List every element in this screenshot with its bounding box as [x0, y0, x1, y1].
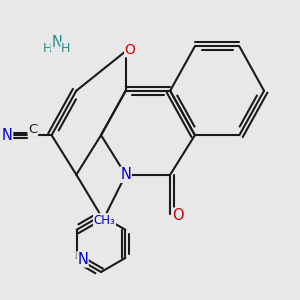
Text: N: N: [2, 128, 13, 143]
Text: O: O: [125, 43, 136, 57]
Text: N: N: [77, 252, 88, 267]
Text: C: C: [28, 123, 38, 136]
Text: CH₃: CH₃: [94, 214, 116, 226]
Text: H: H: [43, 42, 52, 55]
Text: N: N: [51, 35, 62, 50]
Text: H: H: [61, 42, 70, 55]
Text: O: O: [172, 208, 183, 223]
Text: N: N: [120, 167, 131, 182]
